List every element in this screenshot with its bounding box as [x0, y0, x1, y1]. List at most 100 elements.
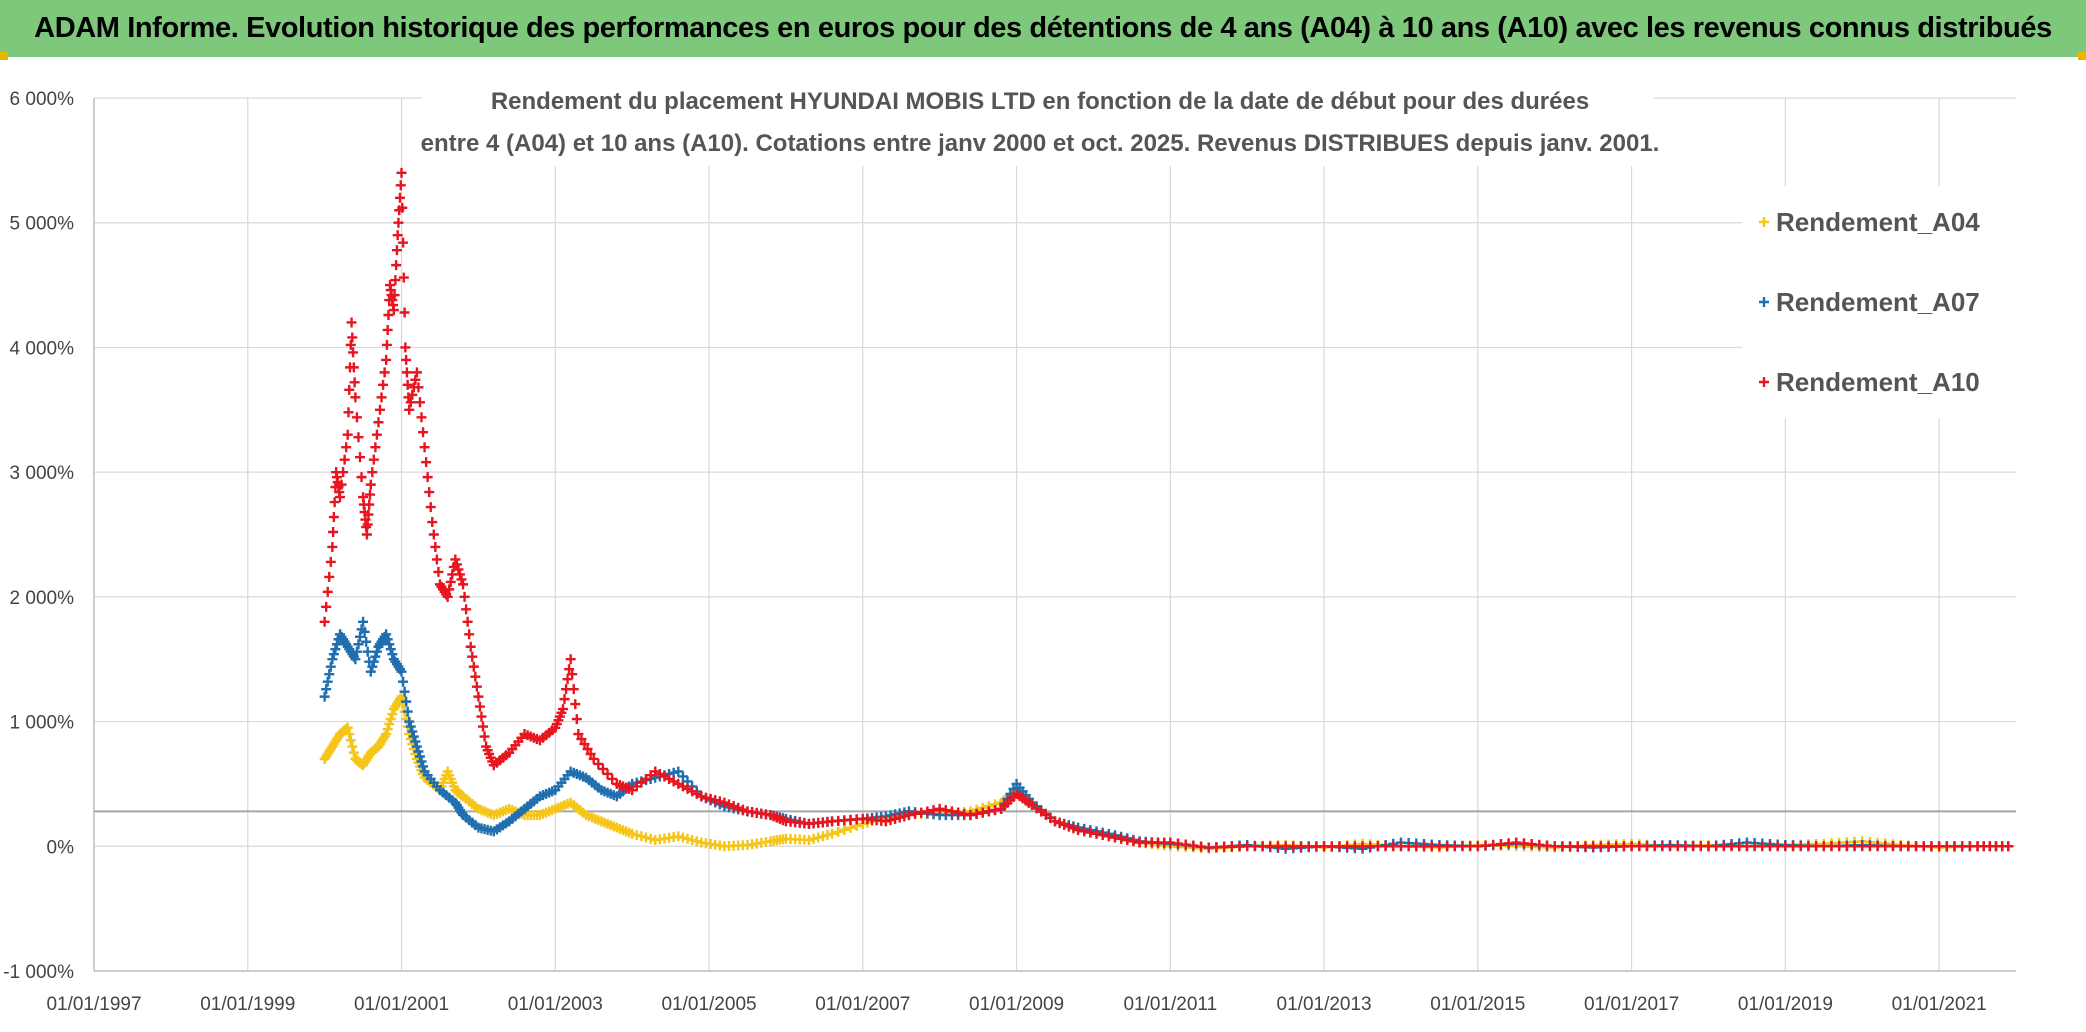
- data-point: [364, 499, 375, 510]
- data-point: [710, 795, 721, 806]
- data-point: [387, 649, 398, 660]
- data-point: [379, 367, 390, 378]
- legend-marker: [1759, 217, 1769, 227]
- data-point: [371, 646, 382, 657]
- data-point: [408, 731, 419, 742]
- data-point: [474, 701, 485, 712]
- data-point: [983, 806, 994, 817]
- data-point: [597, 763, 608, 774]
- data-point: [327, 541, 338, 552]
- y-tick-label: -1 000%: [3, 962, 74, 983]
- legend-label: Rendement_A10: [1776, 367, 1980, 397]
- data-point: [399, 307, 410, 318]
- x-tick-label: 01/01/2001: [354, 994, 449, 1015]
- data-point: [362, 519, 373, 530]
- data-point: [381, 339, 392, 350]
- data-point: [402, 706, 413, 717]
- data-point: [458, 579, 469, 590]
- y-tick-label: 1 000%: [10, 713, 75, 734]
- data-point: [1050, 816, 1060, 827]
- data-point: [416, 756, 427, 767]
- data-point: [330, 644, 341, 655]
- data-point: [428, 529, 439, 540]
- data-point: [910, 808, 921, 819]
- data-point: [687, 835, 698, 846]
- data-point: [916, 807, 927, 818]
- data-point: [813, 832, 824, 843]
- y-tick-label: 6 000%: [10, 89, 75, 110]
- data-point: [418, 761, 429, 772]
- data-point: [1063, 821, 1074, 832]
- data-point: [324, 571, 335, 582]
- data-point: [1103, 831, 1114, 842]
- data-point: [401, 354, 412, 365]
- data-point: [322, 676, 333, 687]
- data-point: [568, 684, 579, 695]
- data-point: [640, 832, 651, 843]
- data-point: [705, 793, 716, 804]
- data-point: [391, 260, 402, 271]
- y-tick-label: 2 000%: [10, 588, 75, 609]
- data-point: [928, 805, 939, 816]
- data-point: [461, 604, 472, 615]
- data-point: [1054, 818, 1065, 829]
- x-tick-label: 01/01/1997: [46, 994, 141, 1015]
- data-point: [348, 362, 359, 373]
- data-point: [479, 731, 490, 742]
- legend-marker: [1759, 297, 1769, 307]
- data-point: [407, 726, 418, 737]
- data-point: [607, 773, 618, 784]
- data-point: [2003, 841, 2014, 852]
- x-tick-label: 01/01/2009: [969, 994, 1064, 1015]
- data-point: [335, 492, 346, 503]
- data-point: [396, 666, 407, 677]
- data-point: [719, 797, 730, 808]
- data-point: [384, 639, 395, 650]
- data-point: [381, 629, 392, 640]
- data-point: [361, 636, 372, 647]
- data-point: [345, 339, 356, 350]
- x-tick-label: 01/01/2005: [661, 994, 756, 1015]
- data-point: [342, 429, 353, 440]
- data-point: [894, 812, 905, 823]
- y-tick-label: 5 000%: [10, 214, 75, 235]
- data-point: [343, 407, 354, 418]
- data-point: [398, 272, 409, 283]
- data-point: [700, 792, 711, 803]
- data-point: [395, 180, 406, 191]
- data-point: [331, 639, 342, 650]
- data-point: [328, 512, 339, 523]
- data-point: [405, 397, 416, 408]
- data-point: [1068, 823, 1079, 834]
- data-point: [645, 833, 656, 844]
- data-point: [356, 472, 367, 483]
- data-point: [562, 674, 573, 685]
- data-point: [953, 807, 964, 818]
- data-point: [348, 347, 359, 358]
- chart-title-line2: entre 4 (A04) et 10 ans (A10). Cotations…: [421, 130, 1660, 157]
- data-point: [382, 634, 393, 645]
- data-point: [339, 454, 350, 465]
- data-point: [391, 245, 402, 256]
- data-point: [827, 828, 838, 839]
- data-point: [346, 317, 357, 328]
- data-point: [959, 808, 970, 819]
- data-point: [946, 806, 957, 817]
- y-tick-label: 0%: [47, 837, 75, 858]
- data-point: [399, 686, 410, 697]
- data-point: [462, 616, 473, 627]
- data-point: [1116, 833, 1127, 844]
- data-point: [421, 457, 432, 468]
- data-point: [682, 833, 693, 844]
- y-axis-ticks: -1 000% 0% 1 000% 2 000% 3 000% 4 000% 5 000% 6…: [3, 89, 74, 983]
- data-point: [319, 616, 330, 627]
- data-point: [476, 711, 487, 722]
- data-point: [351, 412, 362, 423]
- data-point: [885, 815, 896, 826]
- data-point: [467, 651, 478, 662]
- data-point: [387, 709, 398, 720]
- data-point: [557, 704, 568, 715]
- data-point: [374, 404, 385, 415]
- data-point: [388, 305, 399, 316]
- data-point: [321, 601, 332, 612]
